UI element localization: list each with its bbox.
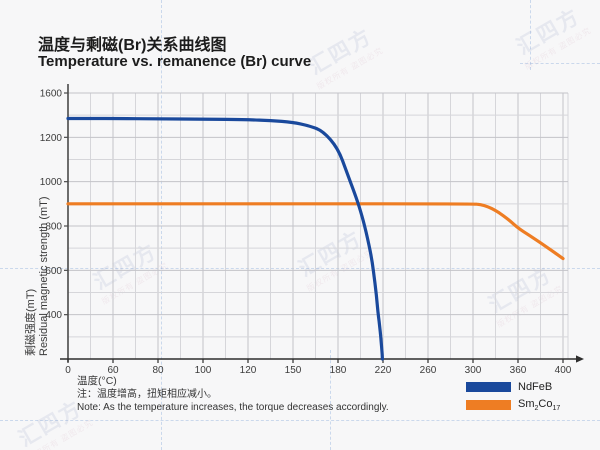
legend-swatch — [466, 382, 511, 392]
svg-text:150: 150 — [285, 365, 302, 376]
svg-text:220: 220 — [375, 365, 392, 376]
svg-text:80: 80 — [152, 365, 164, 376]
svg-text:800: 800 — [45, 222, 62, 233]
svg-text:260: 260 — [420, 365, 437, 376]
page-title-en: Temperature vs. remanence (Br) curve — [38, 53, 312, 70]
y-axis-label-en: Residual magnetic strength (mT) — [38, 196, 50, 356]
chart-legend: NdFeB Sm2Co17 — [466, 381, 560, 412]
footnote-zh: 注：温度增高，扭矩相应减小。 — [77, 389, 217, 400]
legend-label: NdFeB — [518, 381, 553, 393]
svg-text:1200: 1200 — [40, 133, 63, 144]
svg-text:360: 360 — [510, 365, 527, 376]
footnote-en: Note: As the temperature increases, the … — [77, 402, 389, 413]
x-axis-label: 温度(°C) — [77, 375, 117, 387]
y-axis-label-zh: 剩磁强度(mT) — [25, 288, 37, 356]
legend-label: Sm2Co17 — [518, 398, 561, 413]
svg-text:300: 300 — [465, 365, 482, 376]
page-title-zh: 温度与剩磁(Br)关系曲线图 — [38, 37, 227, 54]
footnote: 注：温度增高，扭矩相应减小。 Note: As the temperature … — [77, 388, 389, 414]
svg-text:1600: 1600 — [40, 89, 63, 100]
svg-text:60: 60 — [107, 365, 119, 376]
svg-text:120: 120 — [240, 365, 257, 376]
legend-swatch — [466, 400, 511, 411]
svg-text:180: 180 — [330, 365, 347, 376]
legend-item: Sm2Co17 — [466, 398, 560, 412]
svg-text:400: 400 — [555, 365, 572, 376]
svg-text:100: 100 — [195, 365, 212, 376]
svg-text:1000: 1000 — [40, 177, 63, 188]
legend-item: NdFeB — [466, 381, 560, 393]
svg-text:400: 400 — [45, 310, 62, 321]
svg-text:0: 0 — [65, 365, 71, 376]
svg-text:600: 600 — [45, 266, 62, 277]
